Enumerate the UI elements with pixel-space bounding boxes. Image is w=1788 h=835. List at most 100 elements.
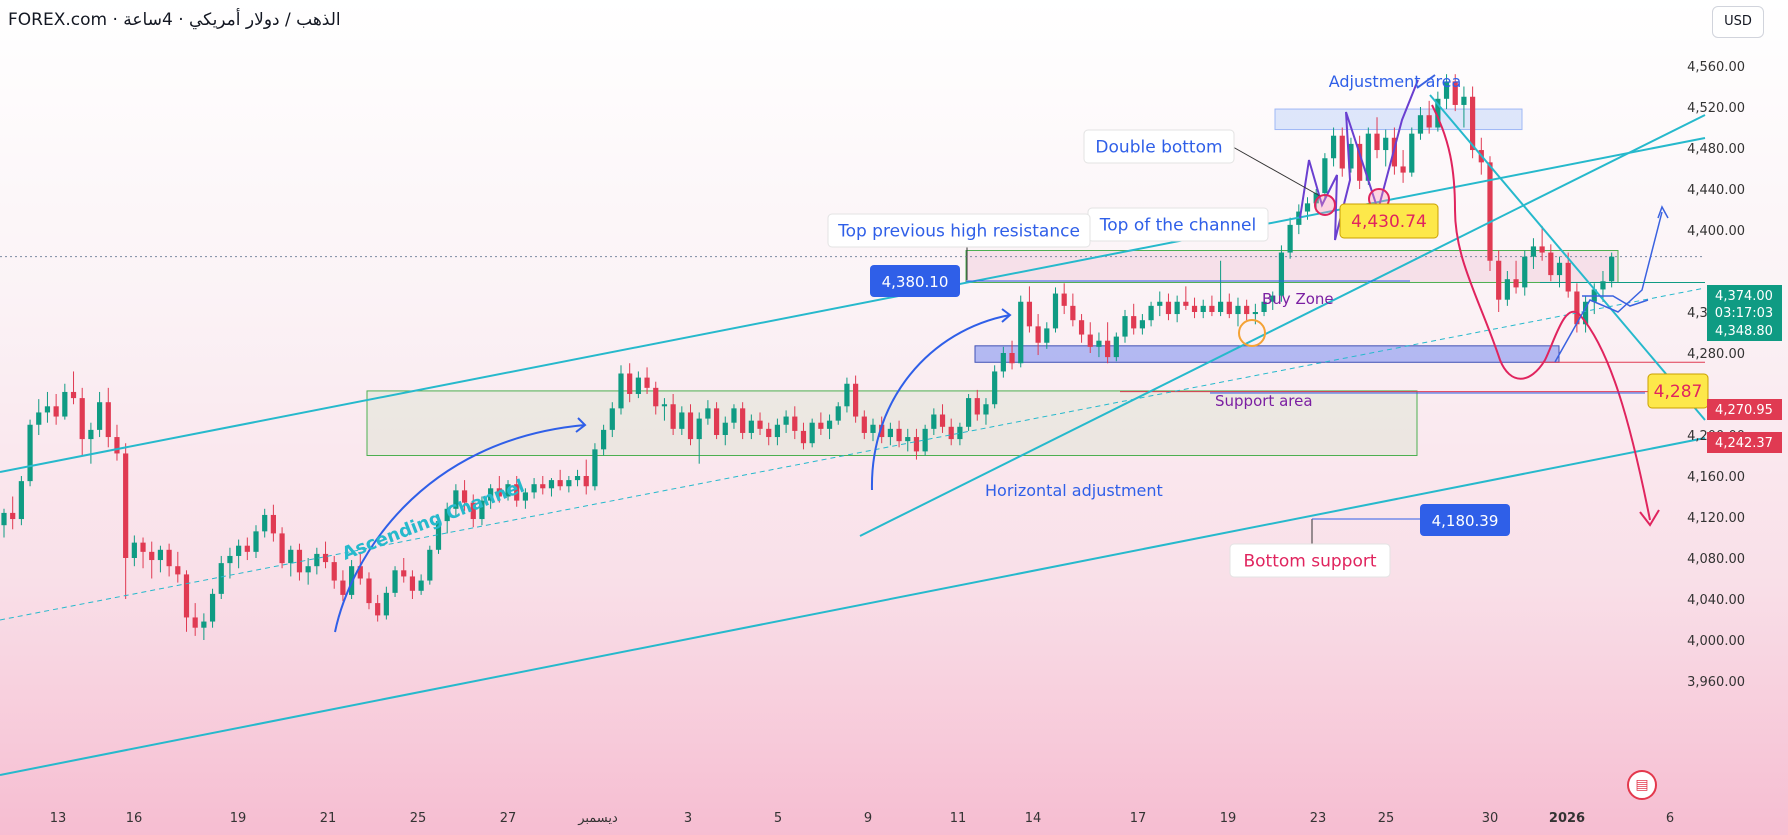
candle-body — [1600, 281, 1606, 290]
candle — [1200, 299, 1206, 319]
candle — [557, 469, 563, 491]
candle-body — [1139, 320, 1145, 329]
candle — [774, 418, 781, 446]
candle-body — [879, 424, 885, 438]
candle-body — [522, 492, 528, 501]
candle-body — [644, 377, 650, 388]
candle-body — [1374, 133, 1380, 151]
candle-body — [1365, 133, 1371, 181]
candle — [1609, 252, 1615, 288]
candle — [88, 422, 94, 464]
candle — [1530, 238, 1537, 269]
candle-body — [1383, 137, 1389, 151]
candle — [453, 484, 459, 517]
candle-body — [357, 566, 363, 579]
candle — [140, 537, 146, 569]
candle-body — [305, 566, 311, 573]
candle — [679, 406, 685, 435]
candle-body — [731, 408, 737, 423]
candle — [844, 377, 850, 413]
candle — [340, 570, 346, 602]
price-badge-text: 4,242.37 — [1715, 436, 1773, 451]
candle — [1513, 260, 1519, 294]
candle — [731, 404, 737, 429]
candle — [270, 504, 276, 542]
candle-body — [844, 383, 850, 407]
chart-zones — [0, 108, 1705, 456]
candle — [79, 387, 85, 456]
price-badge-box — [1707, 432, 1782, 453]
buy-zone-label: Buy Zone — [1262, 290, 1334, 308]
candle — [1452, 74, 1458, 112]
candle-body — [783, 416, 789, 425]
candle — [479, 496, 485, 526]
candle-body — [835, 406, 841, 421]
top-of-channel-label-text: Top of the channel — [1099, 216, 1256, 236]
top-previous-high-label: Top previous high resistance — [827, 213, 1091, 248]
candle — [931, 408, 937, 435]
candle — [392, 566, 398, 597]
x-tick-label: 9 — [864, 811, 872, 826]
candle-body — [748, 420, 754, 433]
adjustment-arrow — [1416, 74, 1436, 89]
candle-body — [10, 512, 16, 520]
candle-body — [635, 377, 641, 394]
candle — [1105, 322, 1111, 364]
candle-body — [401, 570, 407, 577]
us-flag-icon: ▤ — [1627, 770, 1657, 800]
y-tick-label: 3,960.00 — [1687, 675, 1745, 690]
candle — [1374, 117, 1380, 159]
candle-body — [1000, 353, 1006, 372]
candle-body — [583, 476, 589, 487]
candle-body — [1096, 340, 1102, 347]
candle-body — [331, 562, 337, 581]
candle — [357, 551, 363, 585]
candle — [661, 398, 668, 421]
candle-body — [1235, 305, 1241, 315]
level-4430-badge: 4,430.74 — [1339, 203, 1439, 239]
candle-body — [36, 412, 42, 425]
y-tick-label: 4,440.00 — [1687, 183, 1745, 198]
candle — [705, 400, 711, 425]
candle-body — [1165, 301, 1172, 315]
candle-body — [1070, 305, 1076, 321]
candle-body — [1443, 81, 1450, 99]
candle — [1287, 217, 1293, 259]
candle-body — [322, 553, 329, 563]
candle — [748, 414, 754, 440]
candle — [1339, 127, 1345, 177]
candle — [601, 424, 607, 456]
candle — [1139, 314, 1145, 335]
candle-body — [992, 371, 998, 405]
x-tick-label: 19 — [230, 811, 247, 826]
candle-body — [227, 555, 233, 564]
candle-body — [427, 549, 433, 581]
candle — [514, 476, 520, 507]
candle-body — [1461, 96, 1467, 105]
channel-mid-line — [0, 287, 1706, 621]
candle — [887, 422, 893, 446]
candle — [1009, 340, 1015, 370]
candle-body — [209, 593, 216, 622]
candle — [826, 414, 833, 440]
candle-body — [418, 580, 424, 591]
candle-body — [157, 549, 164, 561]
top-previous-high-label-text: Top previous high resistance — [837, 222, 1080, 242]
candle — [123, 443, 129, 599]
candle — [1504, 271, 1510, 306]
candle — [505, 480, 511, 501]
currency-button[interactable]: USD — [1712, 6, 1764, 38]
candle — [670, 394, 676, 435]
candle-body — [461, 490, 468, 503]
candle-body — [1287, 224, 1293, 253]
candle-body — [131, 542, 137, 558]
symbol-title[interactable]: FOREX.com · الذهب / دولار أمريكي · 4ساعة — [8, 10, 341, 30]
y-tick-label: 4,520.00 — [1687, 101, 1745, 116]
candle — [1365, 127, 1371, 185]
price-badge-box — [1707, 320, 1782, 341]
candle-body — [53, 406, 59, 417]
channel-lower-line — [0, 437, 1706, 776]
candle-body — [1174, 301, 1180, 315]
candle — [818, 412, 824, 435]
